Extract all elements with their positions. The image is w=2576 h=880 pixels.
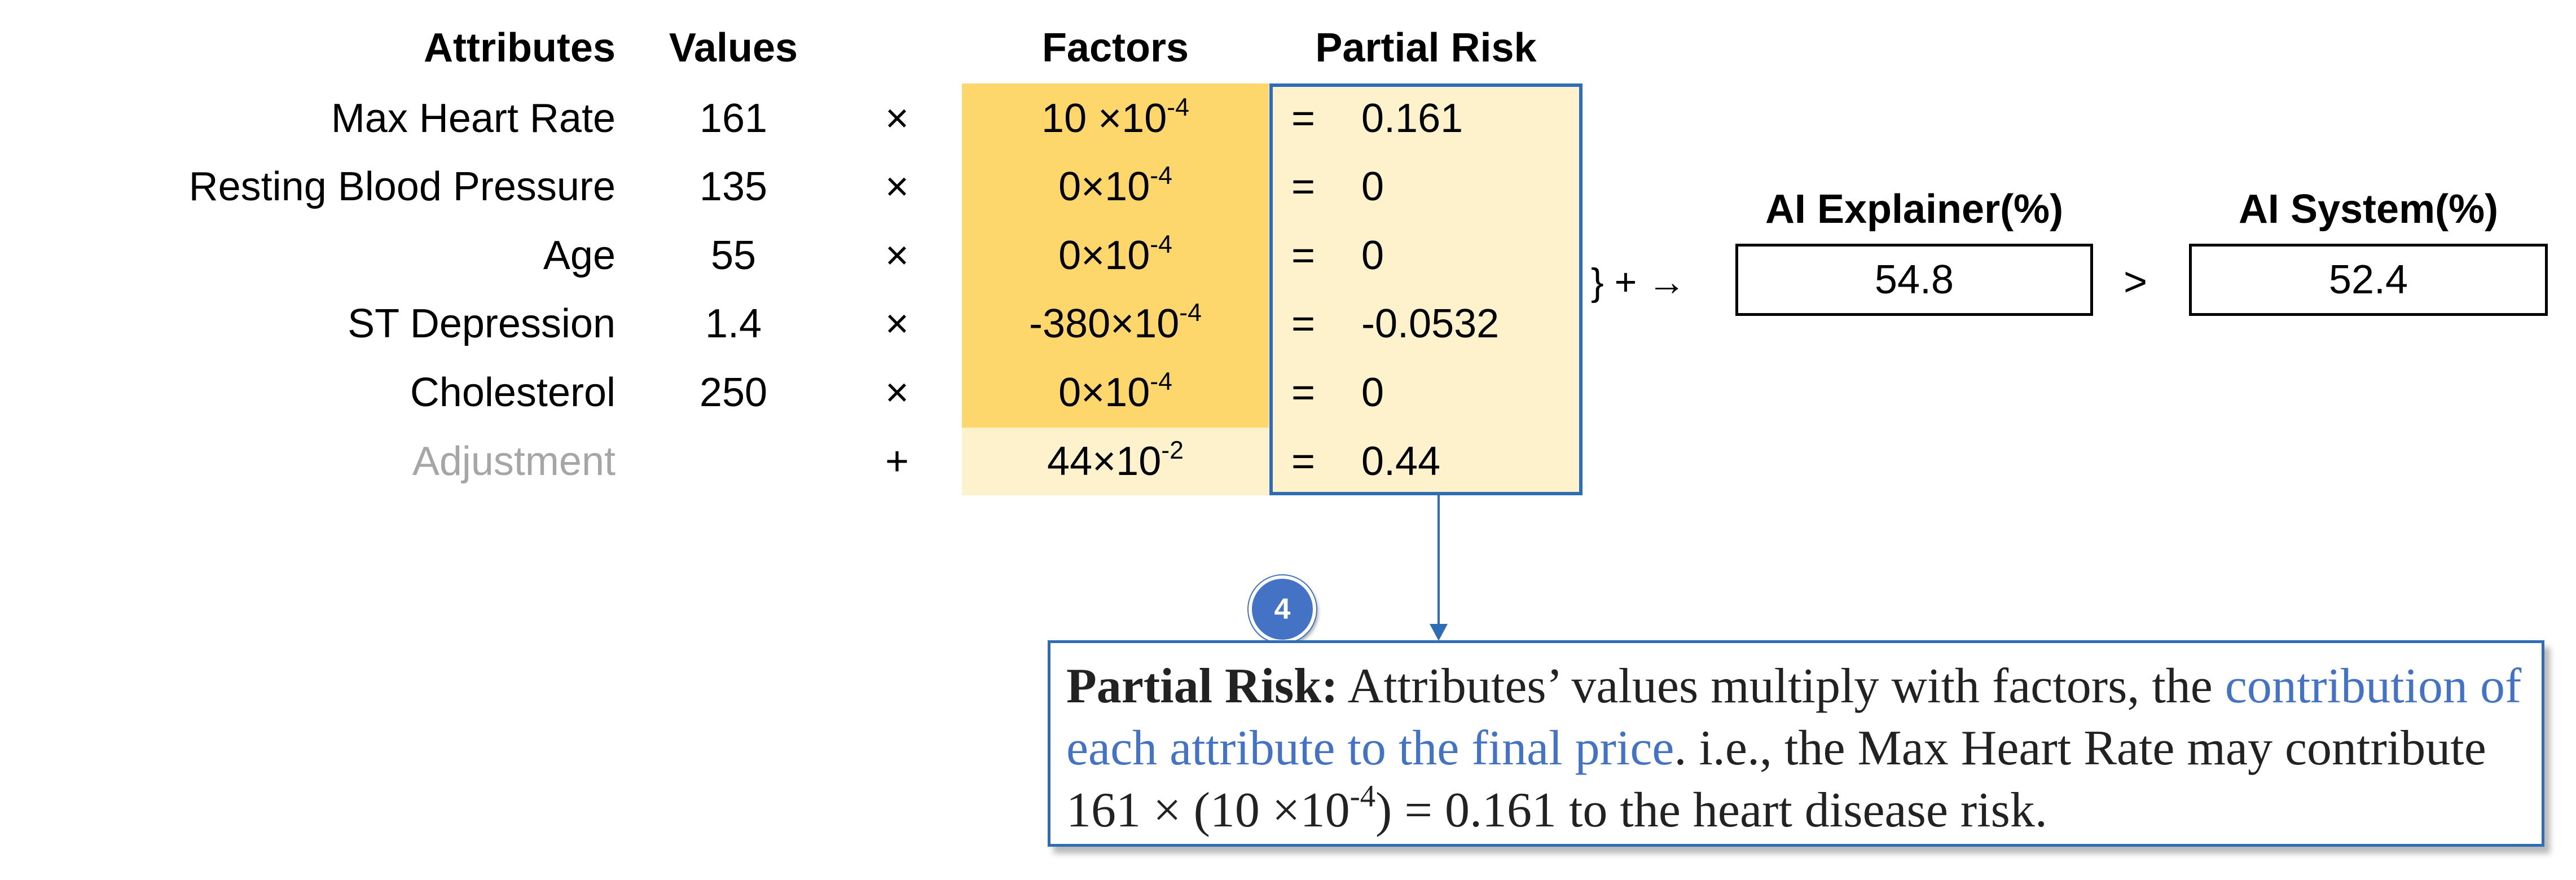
attribute-value: 55 bbox=[710, 233, 757, 278]
factor-value: 44×10-2 bbox=[1047, 436, 1184, 484]
equals-sign: = bbox=[1291, 370, 1316, 415]
multiply-operator: × bbox=[885, 301, 909, 346]
ai-explainer-label: AI Explainer(%) bbox=[1765, 187, 2064, 232]
attribute-value: 1.4 bbox=[705, 301, 762, 346]
attribute-value: 135 bbox=[699, 164, 768, 209]
partial-risk-value: 0.44 bbox=[1361, 439, 1441, 484]
attribute-label: ST Depression bbox=[348, 301, 616, 346]
adjustment-factor-fill bbox=[962, 428, 1269, 495]
multiply-operator: × bbox=[885, 96, 909, 141]
attribute-label: Cholesterol bbox=[410, 370, 616, 415]
explanation-text: ) = 0.161 to the heart disease risk. bbox=[1375, 783, 2047, 838]
ai-explainer-value: 54.8 bbox=[1735, 244, 2093, 316]
equals-sign: = bbox=[1291, 301, 1316, 346]
explanation-callout: Partial Risk: Attributes’ values multipl… bbox=[1048, 640, 2544, 847]
equals-sign: = bbox=[1291, 164, 1316, 209]
equals-sign: = bbox=[1291, 439, 1316, 484]
sum-arrow: } + → bbox=[1591, 261, 1686, 303]
multiply-operator: × bbox=[885, 370, 909, 415]
factor-column-fill bbox=[962, 83, 1269, 428]
factor-value: 0×10-4 bbox=[1058, 161, 1172, 209]
partial-risk-column bbox=[1269, 83, 1582, 495]
explanation-text: . i.e., the Max Heart Rate may contribut… bbox=[1066, 721, 2486, 838]
partial-risk-value: -0.0532 bbox=[1361, 301, 1500, 346]
multiply-operator: × bbox=[885, 233, 909, 278]
partial-risk-value: 0 bbox=[1361, 370, 1384, 415]
explanation-exponent: -4 bbox=[1349, 778, 1376, 813]
ai-system-label: AI System(%) bbox=[2238, 187, 2499, 232]
explanation-term: Partial Risk: bbox=[1066, 659, 1338, 714]
partial-risk-value: 0 bbox=[1361, 233, 1384, 278]
explanation-text: Attributes’ values multiply with factors… bbox=[1338, 659, 2213, 714]
plus-operator: + bbox=[885, 439, 909, 484]
connector-arrow bbox=[1430, 495, 1448, 641]
step-badge-number: 4 bbox=[1274, 593, 1291, 626]
partial-risk-header: Partial Risk bbox=[1315, 25, 1537, 71]
comparison-sign: > bbox=[2123, 259, 2148, 305]
partial-risk-value: 0.161 bbox=[1361, 96, 1463, 141]
attribute-label: Resting Blood Pressure bbox=[188, 164, 616, 209]
attribute-label: Age bbox=[543, 233, 616, 278]
factor-value: 10 ×10-4 bbox=[1041, 93, 1189, 141]
attributes-header: Attributes bbox=[424, 25, 616, 71]
attribute-value: 250 bbox=[699, 370, 768, 415]
equals-sign: = bbox=[1291, 96, 1316, 141]
adjustment-label: Adjustment bbox=[412, 439, 616, 484]
attribute-label: Max Heart Rate bbox=[331, 96, 616, 141]
values-header: Values bbox=[669, 25, 798, 71]
partial-risk-value: 0 bbox=[1361, 164, 1384, 209]
factor-value: -380×10-4 bbox=[1029, 298, 1202, 346]
multiply-operator: × bbox=[885, 164, 909, 209]
attribute-value bbox=[666, 428, 801, 495]
factor-value: 0×10-4 bbox=[1058, 367, 1172, 415]
factors-header: Factors bbox=[1041, 25, 1189, 71]
step-badge: 4 bbox=[1249, 575, 1316, 643]
explanation-highlight: contribution of each attribute to the fi… bbox=[1066, 659, 2522, 776]
equals-sign: = bbox=[1291, 233, 1316, 278]
factor-value: 0×10-4 bbox=[1058, 230, 1172, 278]
attribute-value: 161 bbox=[699, 96, 768, 141]
ai-system-value: 52.4 bbox=[2189, 244, 2548, 316]
